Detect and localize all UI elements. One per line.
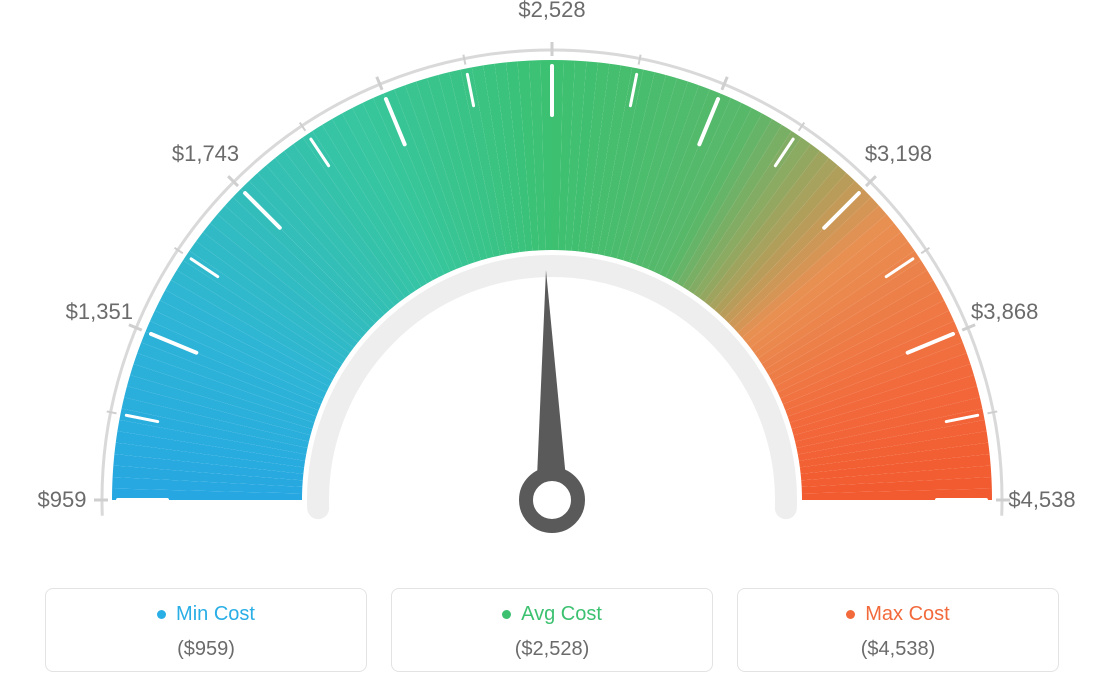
legend-row: Min Cost ($959) Avg Cost ($2,528) Max Co…	[0, 570, 1104, 690]
gauge-tick-label: $1,743	[172, 141, 239, 167]
gauge-tick-label: $2,528	[518, 0, 585, 23]
legend-value-min: ($959)	[46, 638, 366, 661]
legend-card-min: Min Cost ($959)	[45, 588, 367, 672]
gauge-svg	[0, 0, 1104, 560]
legend-title-min-text: Min Cost	[176, 603, 255, 626]
gauge-tick-label: $4,538	[1008, 487, 1075, 513]
legend-title-avg-text: Avg Cost	[521, 603, 602, 626]
legend-title-max: Max Cost	[846, 603, 949, 626]
gauge-tick-label: $1,351	[66, 299, 133, 325]
gauge-tick-label: $3,868	[971, 299, 1038, 325]
legend-value-avg: ($2,528)	[392, 638, 712, 661]
legend-title-max-text: Max Cost	[865, 603, 949, 626]
gauge-tick-label: $959	[38, 487, 87, 513]
gauge-tick-label: $3,198	[865, 141, 932, 167]
legend-value-max: ($4,538)	[738, 638, 1058, 661]
dot-icon-min	[157, 610, 166, 619]
dot-icon-avg	[502, 610, 511, 619]
legend-title-min: Min Cost	[157, 603, 255, 626]
legend-card-max: Max Cost ($4,538)	[737, 588, 1059, 672]
legend-title-avg: Avg Cost	[502, 603, 602, 626]
legend-card-avg: Avg Cost ($2,528)	[391, 588, 713, 672]
chart-container: $959 $1,351 $1,743 $2,528 $3,198 $3,868 $4,538…	[0, 0, 1104, 690]
gauge-area: $959 $1,351 $1,743 $2,528 $3,198 $3,868 $4,538	[0, 0, 1104, 560]
dot-icon-max	[846, 610, 855, 619]
